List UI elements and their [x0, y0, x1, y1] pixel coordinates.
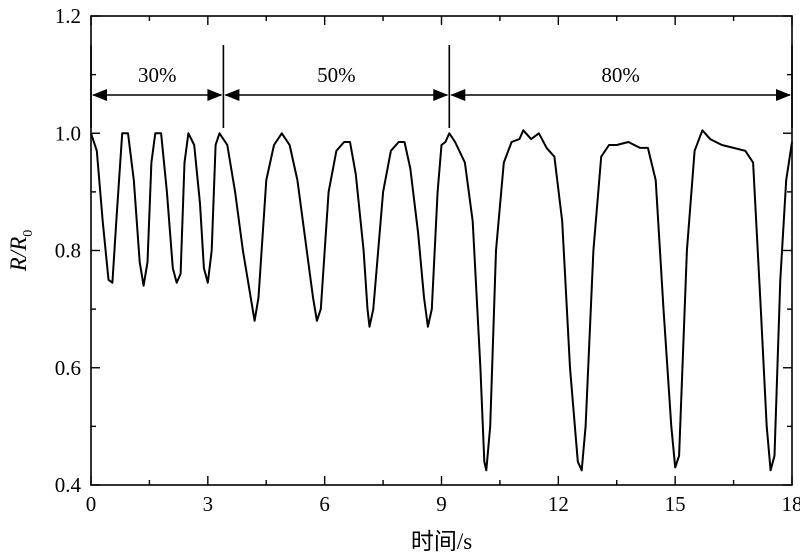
y-tick-label: 1.0: [55, 121, 81, 145]
concentration-annotations: 30% 50% 80%: [90, 45, 793, 128]
segment-label: 80%: [601, 63, 640, 87]
segment-arrowhead-left: [92, 89, 107, 101]
x-tick-label: 15: [665, 492, 686, 516]
y-tick-label: 0.4: [55, 473, 82, 497]
x-tick-label: 12: [548, 492, 569, 516]
x-tick-label: 18: [782, 492, 800, 516]
x-tick-label: 3: [203, 492, 214, 516]
segment-arrowhead-left: [224, 89, 240, 101]
segment-arrowhead-right: [207, 89, 223, 101]
segment-arrowhead-right: [776, 89, 791, 101]
labels-group: 0 3 6 9 12 15 180.40.60.81.01.2时间/sR/R0: [6, 4, 800, 554]
x-axis-title: 时间/s: [411, 529, 472, 554]
y-tick-label: 1.2: [55, 4, 81, 28]
segment-label: 30%: [138, 63, 177, 87]
y-tick-label: 0.8: [55, 239, 81, 263]
y-axis-title: R/R0: [6, 230, 36, 273]
x-tick-label: 0: [86, 492, 97, 516]
segment-arrowhead-left: [450, 89, 466, 101]
y-axis-title-subscript: 0: [21, 230, 36, 237]
x-tick-label: 9: [436, 492, 447, 516]
y-tick-label: 0.6: [55, 356, 81, 380]
segment-label: 50%: [317, 63, 356, 87]
y-axis-title-main: R/R: [6, 237, 31, 273]
axes-group: [90, 15, 793, 486]
x-tick-label: 6: [319, 492, 330, 516]
series-line: [90, 129, 793, 472]
segment-arrowhead-right: [433, 89, 449, 101]
